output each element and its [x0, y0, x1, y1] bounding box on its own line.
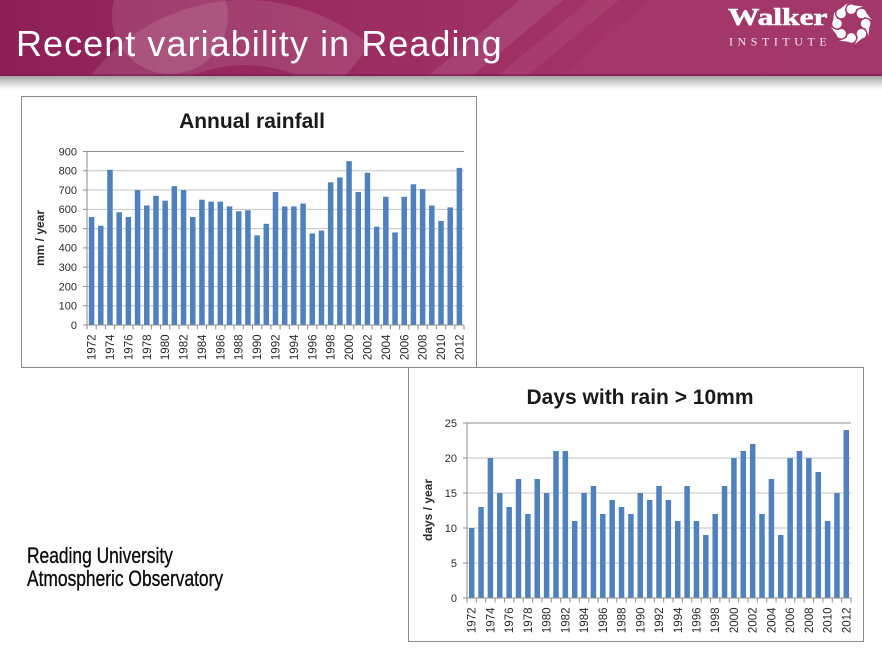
- svg-text:Walker: Walker: [728, 4, 828, 31]
- svg-text:2008: 2008: [418, 335, 430, 361]
- svg-text:1994: 1994: [289, 334, 301, 360]
- svg-text:1996: 1996: [691, 608, 703, 634]
- svg-text:700: 700: [59, 185, 77, 197]
- svg-text:Days with rain > 10mm: Days with rain > 10mm: [526, 386, 753, 409]
- svg-text:0: 0: [71, 320, 77, 332]
- svg-text:2006: 2006: [785, 608, 797, 634]
- svg-text:1972: 1972: [87, 335, 99, 361]
- svg-text:300: 300: [59, 262, 77, 274]
- svg-text:1972: 1972: [467, 608, 479, 634]
- svg-text:1982: 1982: [560, 608, 572, 634]
- svg-text:1974: 1974: [485, 607, 497, 633]
- svg-text:1990: 1990: [635, 608, 647, 634]
- svg-text:2012: 2012: [841, 608, 853, 634]
- svg-text:2006: 2006: [399, 335, 411, 361]
- svg-text:1978: 1978: [142, 335, 154, 361]
- svg-text:1998: 1998: [710, 608, 722, 634]
- svg-text:25: 25: [445, 418, 457, 430]
- svg-text:1976: 1976: [504, 608, 516, 634]
- svg-text:1988: 1988: [617, 608, 629, 634]
- svg-text:800: 800: [59, 166, 77, 178]
- svg-text:2000: 2000: [729, 608, 741, 634]
- svg-text:600: 600: [59, 204, 77, 216]
- svg-text:200: 200: [59, 281, 77, 293]
- svg-text:mm / year: mm / year: [33, 210, 47, 266]
- svg-text:500: 500: [59, 223, 77, 235]
- svg-text:2012: 2012: [454, 335, 466, 361]
- svg-text:2002: 2002: [362, 335, 374, 361]
- svg-text:1992: 1992: [654, 608, 666, 634]
- svg-text:2010: 2010: [436, 335, 448, 361]
- svg-text:1992: 1992: [271, 335, 283, 361]
- svg-text:1976: 1976: [123, 335, 135, 361]
- svg-text:2000: 2000: [344, 335, 356, 361]
- svg-text:2004: 2004: [766, 607, 778, 633]
- svg-text:15: 15: [445, 488, 457, 500]
- svg-text:100: 100: [59, 301, 77, 313]
- svg-text:5: 5: [451, 558, 457, 570]
- svg-text:1978: 1978: [523, 608, 535, 634]
- svg-text:days / year: days / year: [421, 479, 435, 541]
- svg-text:2010: 2010: [823, 608, 835, 634]
- svg-text:1996: 1996: [307, 335, 319, 361]
- svg-text:1984: 1984: [197, 334, 209, 360]
- svg-text:1980: 1980: [542, 608, 554, 634]
- svg-text:10: 10: [445, 523, 457, 535]
- svg-text:1980: 1980: [160, 335, 172, 361]
- svg-text:Annual rainfall: Annual rainfall: [179, 110, 325, 133]
- svg-text:1984: 1984: [579, 607, 591, 633]
- svg-text:0: 0: [451, 593, 457, 605]
- svg-text:1986: 1986: [598, 608, 610, 634]
- svg-text:400: 400: [59, 243, 77, 255]
- svg-text:1986: 1986: [215, 335, 227, 361]
- svg-text:1988: 1988: [234, 335, 246, 361]
- svg-text:1974: 1974: [105, 334, 117, 360]
- svg-text:1994: 1994: [673, 607, 685, 633]
- svg-text:2004: 2004: [381, 334, 393, 360]
- svg-text:20: 20: [445, 453, 457, 465]
- svg-text:1990: 1990: [252, 335, 264, 361]
- svg-text:900: 900: [59, 146, 77, 158]
- svg-text:2002: 2002: [748, 608, 760, 634]
- svg-text:1982: 1982: [179, 335, 191, 361]
- svg-text:1998: 1998: [326, 335, 338, 361]
- svg-text:2008: 2008: [804, 608, 816, 634]
- svg-text:INSTITUTE: INSTITUTE: [729, 35, 831, 49]
